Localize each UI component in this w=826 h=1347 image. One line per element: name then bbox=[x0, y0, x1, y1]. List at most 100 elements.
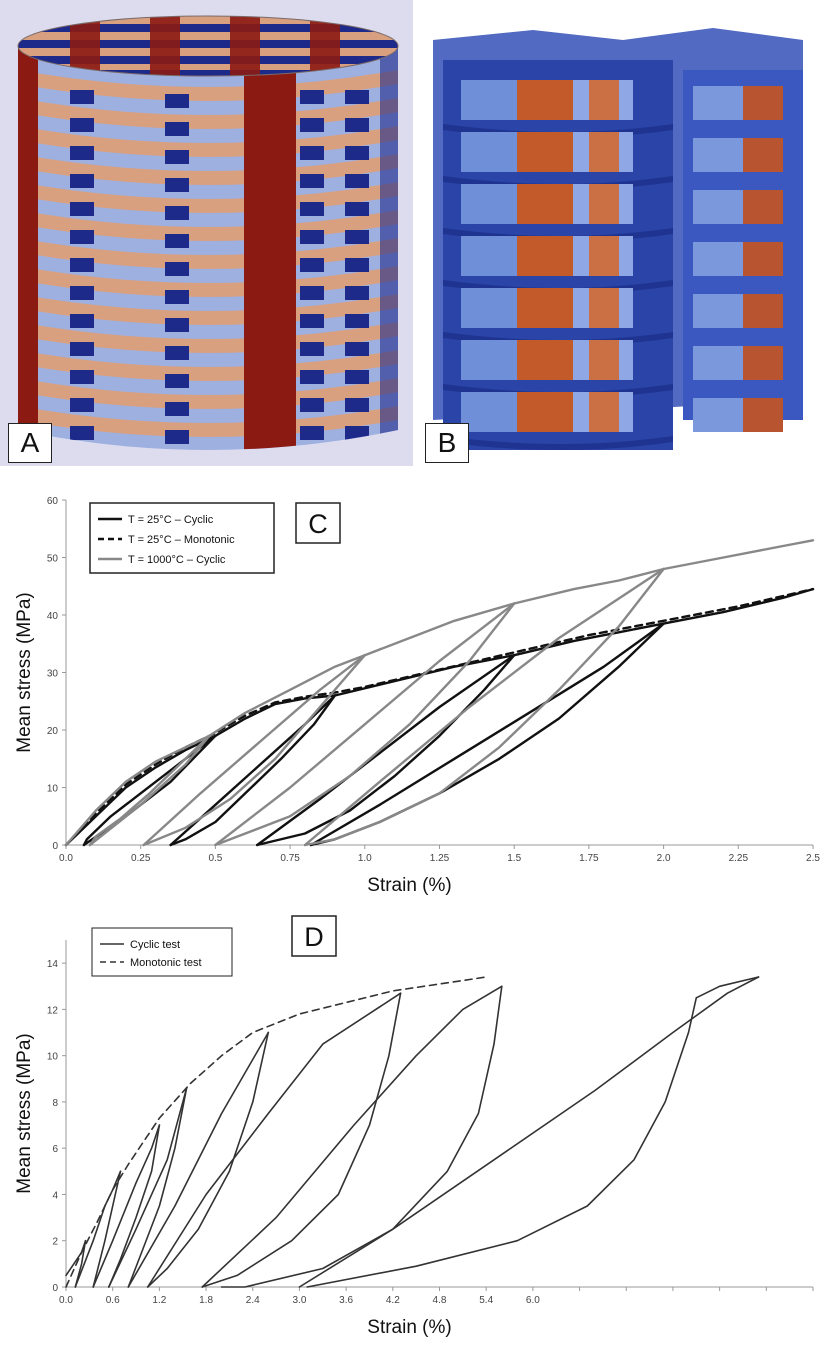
navy-patch bbox=[70, 230, 94, 244]
navy-patch bbox=[70, 258, 94, 272]
y-tick-label: 2 bbox=[52, 1237, 58, 1248]
series-0-segment bbox=[201, 985, 503, 1288]
series-0-segment bbox=[662, 587, 815, 625]
navy-patch bbox=[300, 146, 324, 160]
panel-b-stress-image bbox=[413, 0, 826, 466]
cell-hot-right bbox=[743, 138, 783, 172]
series-2-segment bbox=[214, 602, 516, 847]
series-0-segment bbox=[65, 1239, 87, 1277]
x-tick-label: 2.0 bbox=[657, 853, 671, 864]
cell-hot-mid bbox=[589, 236, 619, 276]
cell-right bbox=[693, 398, 743, 432]
legend-box bbox=[91, 927, 233, 977]
series-0-segment bbox=[92, 1124, 161, 1288]
navy-patch bbox=[70, 202, 94, 216]
cylinder-top bbox=[18, 16, 398, 76]
navy-patch bbox=[70, 426, 94, 440]
cell-hot-left bbox=[517, 288, 573, 328]
cell-left bbox=[461, 184, 517, 224]
x-tick-label: 0.0 bbox=[59, 853, 73, 864]
navy-patch bbox=[345, 118, 369, 132]
y-tick-label: 20 bbox=[47, 726, 59, 737]
series-0-segment bbox=[201, 992, 402, 1288]
cell-hot-right bbox=[743, 346, 783, 380]
series-2-segment bbox=[88, 734, 211, 847]
series-0-segment bbox=[256, 654, 516, 847]
panel-label-box bbox=[295, 502, 341, 544]
navy-patch bbox=[300, 118, 324, 132]
series-0-segment bbox=[214, 694, 337, 737]
y-tick-label: 10 bbox=[47, 784, 59, 795]
y-tick-label: 50 bbox=[47, 554, 59, 565]
navy-patch bbox=[300, 342, 324, 356]
y-tick-label: 6 bbox=[52, 1144, 58, 1155]
navy-patch bbox=[300, 370, 324, 384]
x-tick-label: 2.25 bbox=[729, 853, 749, 864]
cell-left bbox=[461, 80, 517, 120]
series-2-segment bbox=[208, 654, 366, 737]
series-2-segment bbox=[64, 734, 211, 847]
x-tick-label: 2.5 bbox=[806, 853, 820, 864]
series-0-segment bbox=[298, 976, 760, 1288]
y-tick-label: 60 bbox=[47, 496, 59, 507]
y-tick-label: 10 bbox=[47, 1052, 59, 1063]
x-tick-label: 0.25 bbox=[131, 853, 151, 864]
panel-b-label: B bbox=[425, 423, 469, 463]
cell-hot-mid bbox=[589, 132, 619, 172]
cell-hot-right bbox=[743, 86, 783, 120]
y-tick-label: 4 bbox=[52, 1190, 58, 1201]
navy-patch bbox=[300, 426, 324, 440]
series-0-segment bbox=[333, 654, 516, 697]
legend-entry: Monotonic test bbox=[130, 957, 202, 969]
chart-c: 0 10 20 30 40 50 60 0.0 0.25 0.5 0.75 1.0 1.25 1.5 1.7… bbox=[14, 496, 820, 896]
shelf bbox=[443, 436, 673, 450]
series-1-segment bbox=[65, 976, 487, 1288]
series-0-segment bbox=[64, 734, 217, 847]
cell-left bbox=[461, 340, 517, 380]
panel-label-box bbox=[291, 915, 337, 957]
x-tick-label: 1.0 bbox=[358, 853, 372, 864]
x-tick-label: 4.8 bbox=[433, 1295, 447, 1306]
series-0-segment bbox=[309, 622, 665, 847]
navy-patch bbox=[345, 286, 369, 300]
navy-patch bbox=[165, 374, 189, 388]
navy-patch bbox=[165, 94, 189, 108]
series-0-segment bbox=[92, 1170, 122, 1288]
navy-patch bbox=[300, 258, 324, 272]
series-2-segment bbox=[142, 654, 366, 847]
navy-patch bbox=[165, 262, 189, 276]
cell-left bbox=[461, 392, 517, 432]
navy-patch bbox=[345, 370, 369, 384]
cell-right bbox=[693, 138, 743, 172]
navy-patch bbox=[300, 286, 324, 300]
navy-patch bbox=[165, 318, 189, 332]
x-tick-label: 0.0 bbox=[59, 1295, 73, 1306]
cell-hot-left bbox=[517, 132, 573, 172]
cell-hot-mid bbox=[589, 392, 619, 432]
navy-patch bbox=[300, 230, 324, 244]
x-axis-label: Strain (%) bbox=[367, 875, 451, 896]
navy-patch bbox=[300, 174, 324, 188]
cell-left bbox=[461, 236, 517, 276]
navy-patch bbox=[345, 398, 369, 412]
cell-hot-mid bbox=[589, 184, 619, 224]
cell-hot-mid bbox=[589, 80, 619, 120]
y-tick-label: 8 bbox=[52, 1098, 58, 1109]
series-0-segment bbox=[256, 654, 516, 847]
top-crossband bbox=[230, 16, 260, 76]
navy-patch bbox=[345, 202, 369, 216]
navy-patch bbox=[70, 342, 94, 356]
cell-right bbox=[693, 242, 743, 276]
top-crossband bbox=[150, 16, 180, 76]
navy-patch bbox=[70, 314, 94, 328]
cell-right bbox=[693, 346, 743, 380]
series-2-segment bbox=[303, 567, 665, 847]
x-tick-label: 4.2 bbox=[386, 1295, 400, 1306]
navy-patch bbox=[345, 174, 369, 188]
navy-patch bbox=[165, 234, 189, 248]
navy-patch bbox=[70, 146, 94, 160]
y-axis-label: Mean stress (MPa) bbox=[14, 1033, 35, 1193]
y-tick-label: 0 bbox=[52, 841, 58, 852]
navy-patch bbox=[345, 314, 369, 328]
navy-patch bbox=[345, 146, 369, 160]
